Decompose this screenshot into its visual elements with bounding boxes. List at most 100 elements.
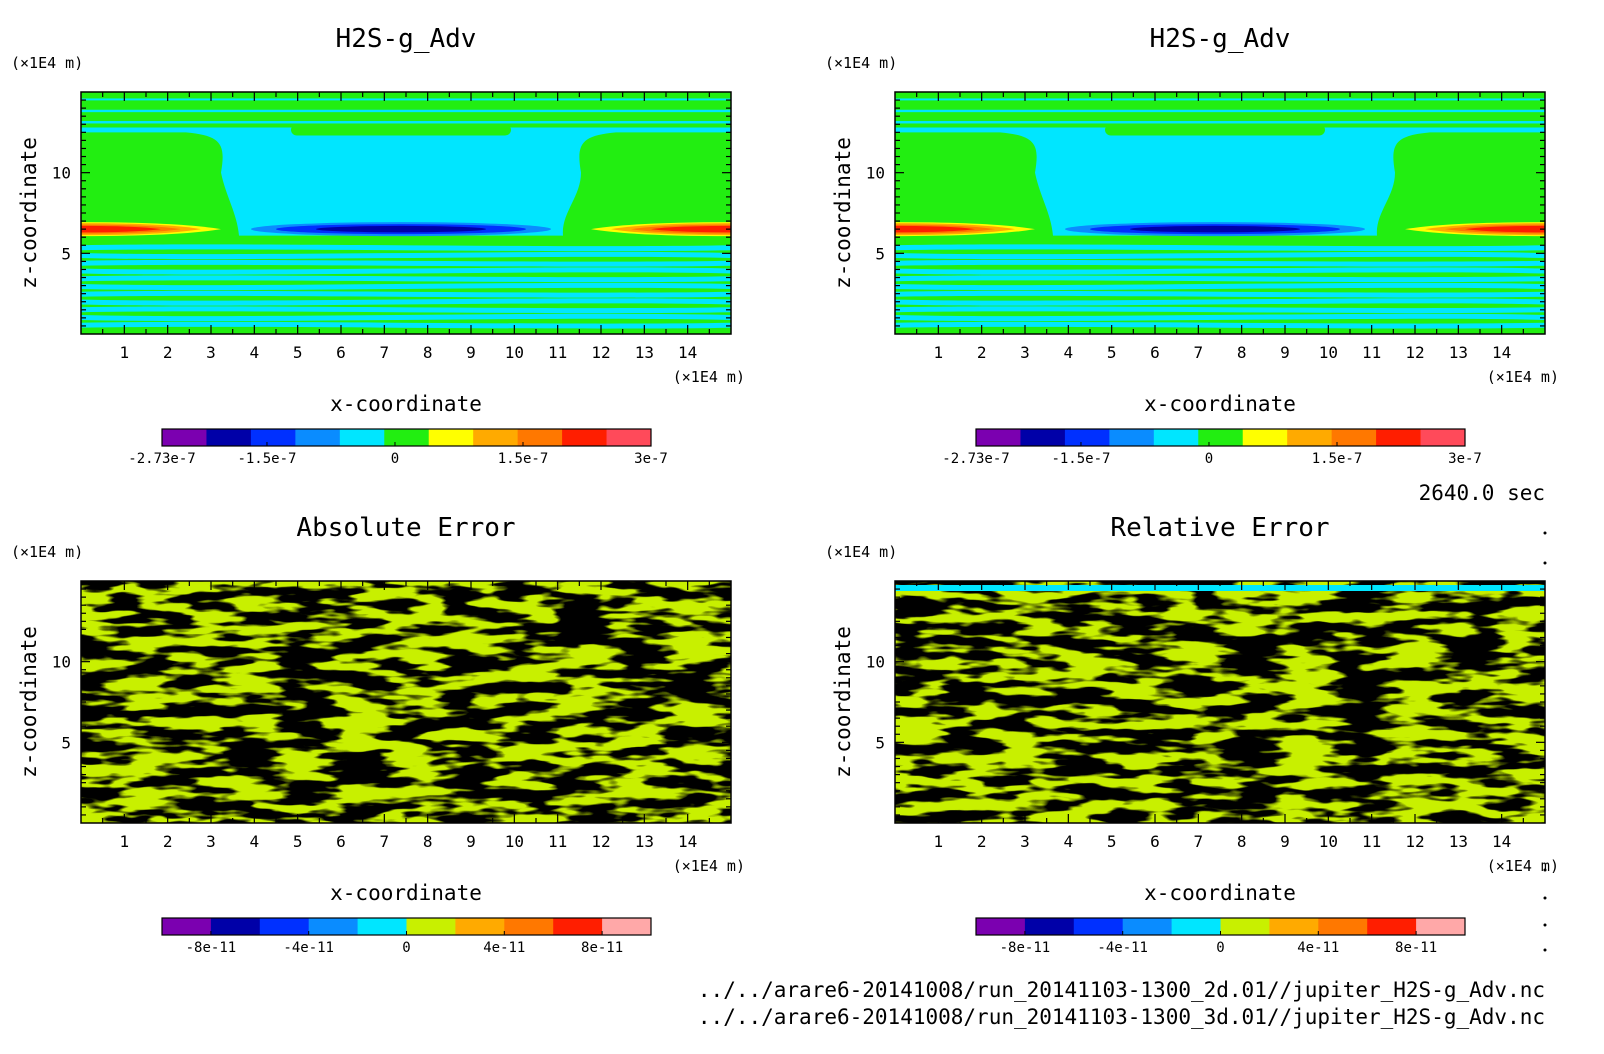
x-tick-label: 6: [1150, 343, 1160, 362]
colorbar-tick-label: -8e-11: [186, 940, 237, 956]
x-tick-label: 14: [1492, 343, 1511, 362]
colorbar: -8e-11 -4e-11 0 4e-11 8e-11: [975, 917, 1466, 956]
field-noise: [81, 581, 731, 823]
colorbar-tick-label: 8e-11: [1395, 940, 1437, 956]
colorbar-swatch: [1109, 429, 1155, 446]
x-tick-label: 6: [336, 343, 346, 362]
heatmap-field: [81, 92, 731, 334]
field-band: [895, 244, 1545, 252]
colorbar-swatch: [1073, 918, 1124, 935]
chart-title: Relative Error: [1110, 513, 1329, 543]
y-tick-label: 5: [61, 244, 71, 263]
colorbar: -8e-11 -4e-11 0 4e-11 8e-11: [161, 917, 652, 956]
field-maximum: [651, 225, 731, 233]
colorbar-swatch: [1269, 918, 1319, 935]
colorbar-swatch: [206, 429, 252, 446]
colorbar-swatch: [384, 429, 430, 446]
x-tick-label: 3: [206, 832, 216, 851]
field-band: [81, 313, 731, 322]
x-tick-label: 1: [934, 343, 944, 362]
colorbar-tick-label: -1.5e-7: [1051, 451, 1110, 467]
y-tick-label: 5: [875, 244, 885, 263]
x-tick-label: 7: [1194, 343, 1204, 362]
x-tick-label: 13: [1449, 343, 1468, 362]
y-tick-label: 10: [866, 653, 885, 672]
field-band: [895, 313, 1545, 322]
y-unit-label: (×1E4 m): [11, 543, 83, 561]
colorbar-swatch: [259, 918, 310, 935]
margin-dot: [1543, 923, 1547, 927]
colorbar-swatch: [606, 429, 652, 446]
x-tick-label: 13: [1449, 832, 1468, 851]
colorbar-tick-label: -1.5e-7: [237, 451, 296, 467]
x-tick-label: 1: [934, 832, 944, 851]
colorbar-swatch: [339, 429, 385, 446]
field-band: [1105, 124, 1325, 136]
x-tick-label: 2: [163, 832, 173, 851]
colorbar-swatch: [1420, 429, 1466, 446]
field-band: [895, 275, 1545, 283]
colorbar-swatch: [1376, 429, 1422, 446]
field-band: [81, 259, 731, 267]
heatmap-field: [895, 581, 1545, 823]
chart-panel-4: Relative Error(×1E4 m)(×1E4 m)1 2 3 4 5 6 7 8 9 1…: [825, 513, 1559, 956]
x-tick-label: 11: [1362, 832, 1381, 851]
field-band: [895, 321, 1545, 329]
x-tick-label: 7: [1194, 832, 1204, 851]
x-tick-label: 1: [120, 832, 130, 851]
colorbar-frame: [975, 428, 1466, 447]
field-band: [895, 121, 1545, 124]
colorbar-swatch: [1171, 918, 1221, 935]
field-maximum: [81, 225, 161, 233]
x-tick-label: 8: [423, 832, 433, 851]
x-tick-label: 14: [1492, 832, 1511, 851]
margin-dot: [1543, 531, 1547, 535]
field-band: [81, 298, 731, 306]
field-noise: [895, 581, 1545, 823]
x-tick-label: 10: [1319, 832, 1338, 851]
x-tick-label: 9: [1280, 343, 1290, 362]
colorbar-swatch: [1122, 918, 1173, 935]
colorbar-tick-label: 4e-11: [1297, 940, 1339, 956]
chart-title: Absolute Error: [296, 513, 515, 543]
x-tick-label: 12: [591, 832, 610, 851]
x-tick-label: 9: [466, 343, 476, 362]
x-unit-label: (×1E4 m): [673, 368, 745, 386]
x-tick-label: 9: [1280, 832, 1290, 851]
field-minimum: [316, 225, 486, 233]
x-tick-label: 3: [1020, 832, 1030, 851]
field-maximum: [895, 225, 975, 233]
colorbar-swatch: [1220, 918, 1270, 935]
x-tick-label: 11: [1362, 343, 1381, 362]
x-tick-label: 8: [423, 343, 433, 362]
x-tick-label: 7: [380, 343, 390, 362]
chart-panel-2: H2S-g_Adv(×1E4 m)(×1E4 m)1 2 3 4 5 6 7 8 9 10 11 12…: [825, 24, 1559, 467]
y-tick-label: 10: [52, 653, 71, 672]
x-axis-label: x-coordinate: [330, 881, 482, 905]
colorbar-swatch: [308, 918, 359, 935]
colorbar-swatch: [562, 429, 608, 446]
colorbar-tick-label: -8e-11: [1000, 940, 1051, 956]
colorbar-tick-label: 0: [1205, 451, 1213, 467]
colorbar-swatch: [295, 429, 341, 446]
y-tick-label: 5: [875, 733, 885, 752]
y-axis-label: z-coordinate: [17, 626, 41, 778]
x-tick-label: 4: [250, 832, 260, 851]
x-tick-label: 11: [548, 832, 567, 851]
field-band: [895, 267, 1545, 275]
field-band: [81, 290, 731, 298]
x-tick-label: 2: [163, 343, 173, 362]
chart-title: H2S-g_Adv: [1150, 24, 1291, 54]
colorbar-swatch: [1153, 429, 1199, 446]
field-band: [895, 251, 1545, 260]
field-band: [895, 282, 1545, 291]
colorbar-swatch: [1416, 918, 1466, 935]
field-band: [895, 306, 1545, 314]
colorbar-swatch: [1064, 429, 1110, 446]
x-tick-label: 5: [293, 343, 303, 362]
x-tick-label: 8: [1237, 832, 1247, 851]
x-tick-label: 4: [250, 343, 260, 362]
chart-title: H2S-g_Adv: [336, 24, 477, 54]
x-axis-label: x-coordinate: [1144, 881, 1296, 905]
